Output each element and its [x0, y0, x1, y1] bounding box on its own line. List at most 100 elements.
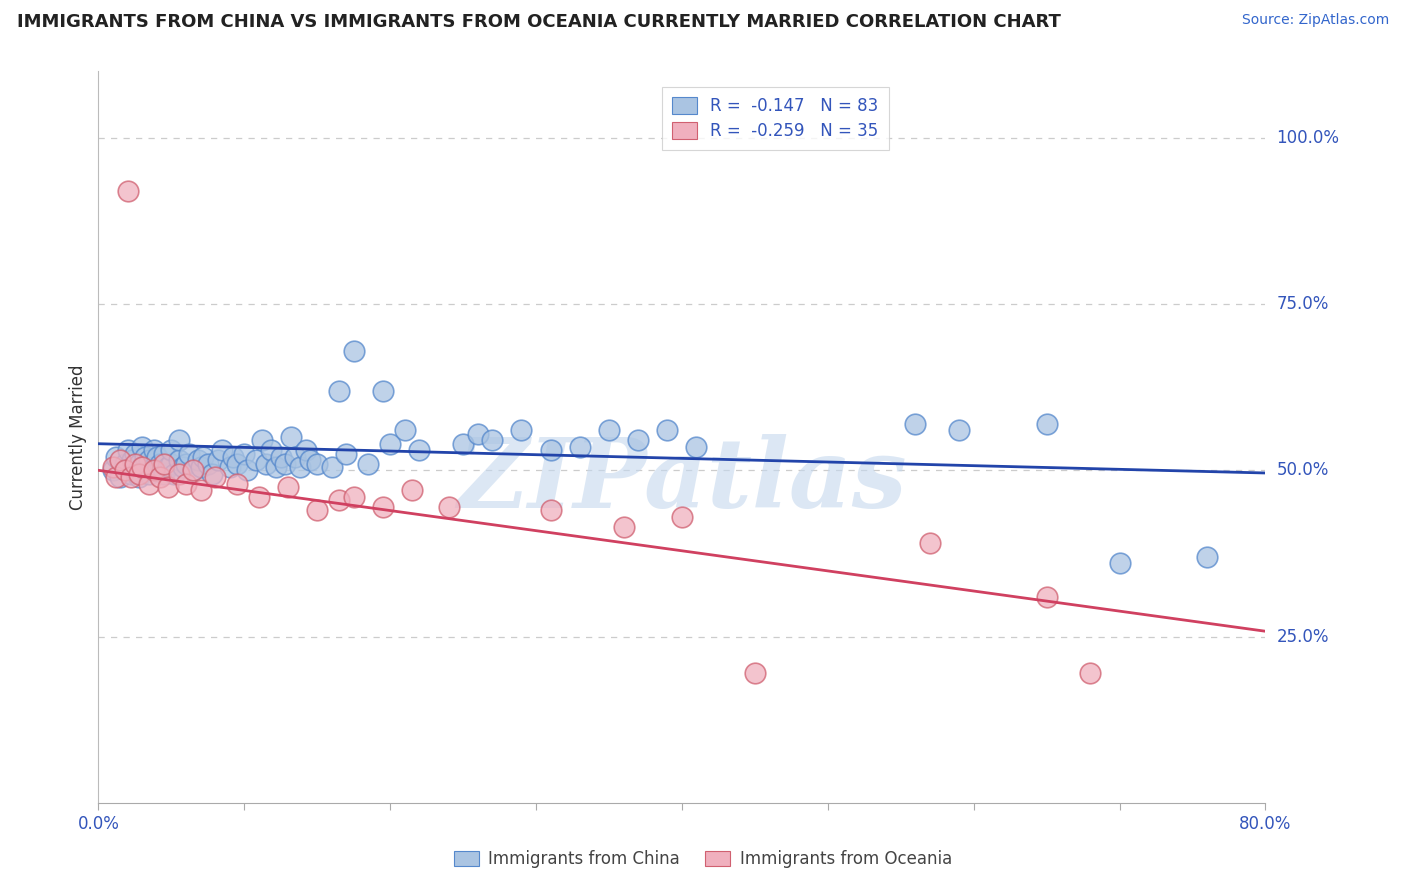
Text: Source: ZipAtlas.com: Source: ZipAtlas.com: [1241, 13, 1389, 28]
Point: [408, 443, 430, 458]
Point: [124, 463, 146, 477]
Point: [218, 460, 240, 475]
Y-axis label: Currently Married: Currently Married: [69, 364, 87, 510]
Point: [146, 463, 169, 477]
Point: [190, 483, 212, 498]
Point: [280, 430, 302, 444]
Point: [124, 457, 146, 471]
Point: [153, 467, 176, 481]
Point: [1080, 666, 1102, 681]
Point: [394, 424, 416, 438]
Point: [160, 443, 183, 458]
Point: [153, 447, 176, 461]
Point: [120, 470, 142, 484]
Point: [540, 443, 562, 458]
Point: [467, 426, 489, 441]
Point: [138, 476, 160, 491]
Point: [187, 453, 209, 467]
Point: [138, 467, 160, 481]
Point: [266, 460, 288, 475]
Point: [153, 457, 176, 471]
Point: [245, 453, 267, 467]
Point: [201, 467, 224, 481]
Point: [211, 443, 233, 458]
Point: [174, 476, 197, 491]
Point: [226, 476, 249, 491]
Point: [254, 457, 277, 471]
Point: [437, 500, 460, 514]
Point: [117, 184, 139, 198]
Point: [298, 453, 321, 467]
Point: [104, 450, 127, 464]
Point: [236, 463, 259, 477]
Point: [540, 503, 562, 517]
Point: [481, 434, 503, 448]
Text: ZIPatlas: ZIPatlas: [457, 434, 907, 528]
Point: [274, 457, 297, 471]
Point: [328, 493, 350, 508]
Point: [134, 450, 156, 464]
Point: [321, 460, 343, 475]
Point: [160, 457, 183, 471]
Point: [177, 447, 200, 461]
Text: 25.0%: 25.0%: [1277, 628, 1329, 646]
Point: [328, 384, 350, 398]
Point: [167, 434, 190, 448]
Point: [190, 460, 212, 475]
Point: [174, 457, 197, 471]
Point: [101, 460, 124, 475]
Point: [181, 463, 204, 477]
Point: [157, 460, 180, 475]
Point: [284, 450, 307, 464]
Point: [671, 509, 693, 524]
Point: [131, 440, 153, 454]
Point: [142, 443, 165, 458]
Point: [918, 536, 941, 550]
Point: [128, 467, 150, 481]
Point: [114, 463, 136, 477]
Point: [259, 443, 281, 458]
Point: [142, 463, 165, 477]
Point: [114, 457, 136, 471]
Text: 100.0%: 100.0%: [1277, 128, 1340, 147]
Point: [149, 457, 172, 471]
Point: [343, 490, 366, 504]
Point: [1035, 417, 1057, 431]
Point: [380, 436, 402, 450]
Point: [904, 417, 927, 431]
Point: [110, 453, 132, 467]
Point: [172, 460, 194, 475]
Point: [612, 520, 634, 534]
Point: [128, 457, 150, 471]
Point: [117, 460, 139, 475]
Point: [510, 424, 533, 438]
Point: [277, 480, 299, 494]
Point: [138, 453, 160, 467]
Point: [101, 463, 124, 477]
Point: [1195, 549, 1218, 564]
Point: [146, 450, 169, 464]
Text: 75.0%: 75.0%: [1277, 295, 1329, 313]
Point: [233, 447, 256, 461]
Point: [134, 463, 156, 477]
Point: [598, 424, 620, 438]
Point: [117, 443, 139, 458]
Point: [343, 343, 366, 358]
Legend: Immigrants from China, Immigrants from Oceania: Immigrants from China, Immigrants from O…: [447, 844, 959, 875]
Point: [110, 470, 132, 484]
Point: [371, 384, 394, 398]
Point: [131, 460, 153, 475]
Point: [401, 483, 423, 498]
Point: [121, 453, 143, 467]
Point: [181, 463, 204, 477]
Point: [157, 480, 180, 494]
Point: [307, 457, 329, 471]
Point: [657, 424, 679, 438]
Point: [167, 467, 190, 481]
Point: [371, 500, 394, 514]
Point: [247, 490, 270, 504]
Point: [1035, 590, 1057, 604]
Point: [167, 453, 190, 467]
Point: [357, 457, 380, 471]
Legend: R =  -0.147   N = 83, R =  -0.259   N = 35: R = -0.147 N = 83, R = -0.259 N = 35: [662, 87, 889, 150]
